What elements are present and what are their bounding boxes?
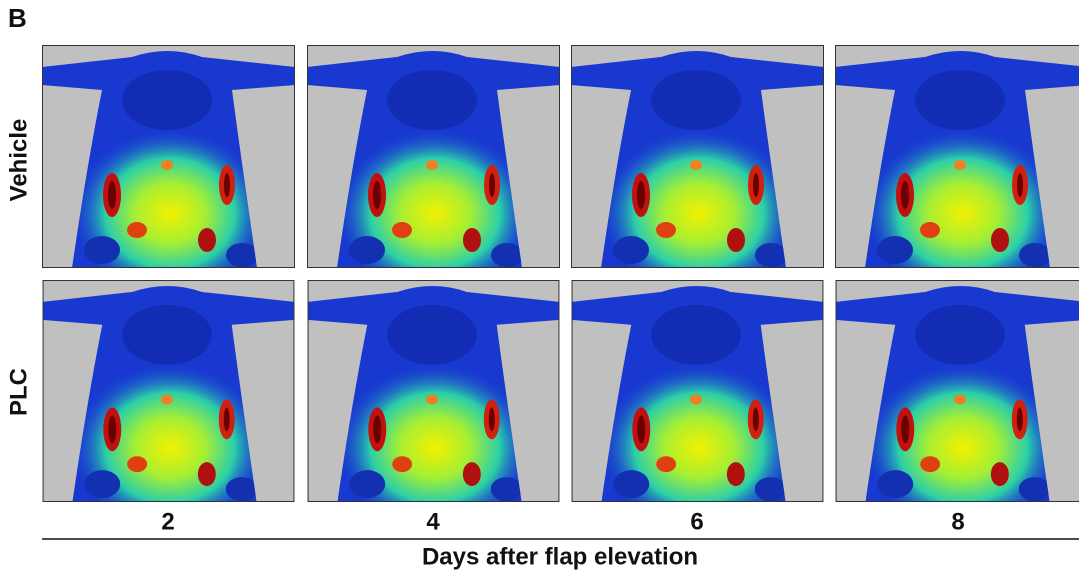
perfusion-image bbox=[572, 280, 824, 524]
column-label: 4 bbox=[426, 508, 440, 535]
perfusion-image bbox=[42, 45, 295, 290]
axis-title: Days after flap elevation bbox=[422, 543, 698, 570]
perfusion-image bbox=[43, 280, 295, 524]
row-label: PLC bbox=[5, 368, 32, 416]
column-label: 8 bbox=[951, 508, 964, 535]
panel-label: B bbox=[8, 3, 27, 33]
perfusion-image bbox=[571, 45, 824, 290]
perfusion-image bbox=[835, 45, 1079, 290]
column-label: 2 bbox=[161, 508, 174, 535]
perfusion-image bbox=[308, 280, 560, 524]
perfusion-image bbox=[836, 280, 1079, 524]
row-label: Vehicle bbox=[5, 119, 32, 202]
column-label: 6 bbox=[690, 508, 703, 535]
perfusion-image bbox=[307, 45, 560, 290]
